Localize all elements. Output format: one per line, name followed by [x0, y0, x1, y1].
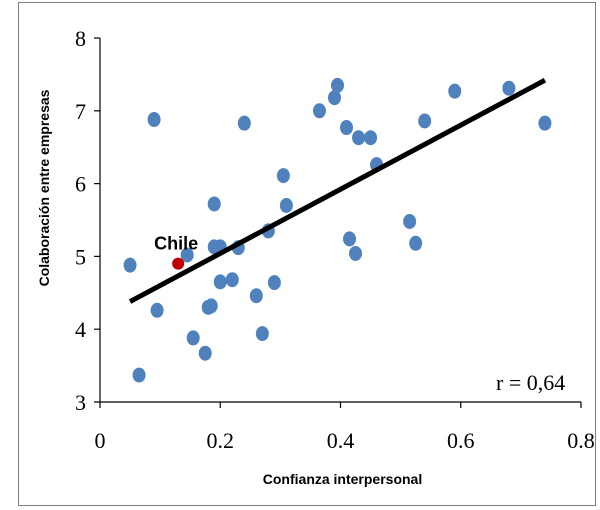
data-point	[150, 302, 164, 318]
data-point	[312, 103, 326, 119]
data-point	[409, 235, 423, 251]
data-point	[502, 80, 516, 96]
x-tick-label: 0.2	[207, 428, 235, 453]
data-point	[123, 257, 137, 273]
data-point	[349, 245, 363, 261]
data-point	[327, 90, 341, 106]
y-axis-title: Colaboración entre empresas	[36, 89, 52, 286]
data-point	[448, 83, 462, 99]
x-tick-label: 0.8	[567, 428, 595, 453]
x-axis-title: Confianza interpersonal	[263, 471, 422, 487]
data-point	[343, 231, 357, 247]
data-point	[352, 130, 366, 146]
data-point	[364, 130, 378, 146]
data-points	[123, 77, 552, 383]
chart-frame: 3 4 5 6 7 8 0 0.2 0.4 0.6 0.8 Chile r = 0,64 Confi…	[18, 2, 596, 506]
data-point	[330, 77, 344, 93]
x-tick-label: 0	[95, 428, 106, 453]
y-tick-label: 4	[75, 317, 86, 342]
scatter-chart: 3 4 5 6 7 8 0 0.2 0.4 0.6 0.8 Chile r = 0,64 Confi…	[36, 26, 595, 487]
data-point	[225, 272, 239, 288]
data-point	[403, 213, 417, 229]
correlation-annotation: r = 0,64	[496, 370, 565, 395]
data-point	[198, 345, 212, 361]
highlight-point-chile	[172, 257, 185, 270]
ticks: 3 4 5 6 7 8 0 0.2 0.4 0.6 0.8	[75, 26, 595, 453]
data-point	[340, 120, 354, 136]
highlight-label: Chile	[154, 234, 198, 254]
data-point	[186, 330, 200, 346]
x-tick-label: 0.4	[327, 428, 355, 453]
data-point	[132, 367, 146, 383]
data-point	[180, 247, 194, 263]
data-point	[538, 115, 552, 131]
x-tick-label: 0.6	[447, 428, 475, 453]
y-tick-label: 8	[75, 26, 86, 51]
data-point	[147, 112, 161, 128]
data-point	[249, 288, 263, 304]
data-point	[213, 274, 227, 290]
data-point	[204, 298, 218, 314]
data-point	[418, 113, 432, 129]
data-point	[237, 115, 251, 131]
y-tick-label: 3	[75, 390, 86, 415]
data-point	[279, 197, 293, 213]
data-point	[276, 168, 290, 184]
y-tick-label: 6	[75, 172, 86, 197]
trend-line	[128, 78, 547, 304]
data-point	[255, 326, 269, 342]
data-point	[267, 275, 281, 291]
y-tick-label: 7	[75, 99, 86, 124]
data-point	[207, 196, 221, 212]
y-tick-label: 5	[75, 244, 86, 269]
